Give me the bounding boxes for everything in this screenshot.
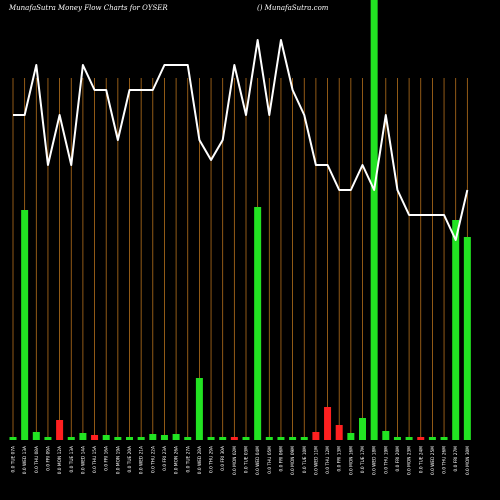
x-tick-label: 0.0 FRI 16A [104, 446, 110, 471]
x-tick-label: 0.0 THU 12M [325, 446, 331, 474]
flow-bar [463, 237, 471, 440]
x-tick-label: 0.0 TUE 20A [127, 446, 133, 473]
x-tick-label: 0.0 WED 13A [22, 446, 28, 474]
x-tick-label: 0.0 THU 22A [150, 446, 156, 473]
flow-bar [242, 437, 250, 440]
x-tick-label: 0.0 WED 11M [313, 446, 319, 475]
flow-bar [300, 437, 308, 440]
flow-bar [137, 437, 145, 440]
x-tick-label: 0.0 WED 21A [139, 446, 145, 474]
x-tick-label: 0.0 WED 28A [197, 446, 203, 474]
flow-bar [9, 437, 17, 440]
flow-bar [324, 407, 332, 440]
flow-bar [126, 437, 133, 440]
price-line [13, 39, 469, 241]
flow-bars [9, 0, 471, 440]
x-tick-label: 0.0 MON 09M [290, 446, 296, 475]
x-tick-label: 0.0 FRI 20M [395, 446, 401, 472]
flow-bar [160, 435, 168, 440]
flow-bar [149, 434, 157, 440]
x-tick-label: 0.0 FRI 30A [220, 446, 226, 471]
flow-bar [335, 425, 343, 440]
flow-bar [452, 220, 460, 440]
flow-bar [289, 437, 297, 440]
x-tick-label: 0.0 TUE 13A [69, 446, 75, 473]
x-tick-label: 0.0 THU 29A [209, 446, 215, 473]
x-tick-label: 0.0 WED 18M [372, 446, 378, 475]
x-tick-label: 0.0 THU 08A [34, 446, 40, 473]
flow-bar [312, 432, 320, 440]
flow-bar [393, 437, 401, 440]
flow-bar [32, 432, 40, 440]
flow-bar [417, 437, 425, 440]
x-tick-label: 0.0 FRI 23A [162, 446, 168, 471]
x-tick-label: 0.0 FRI 09A [45, 446, 51, 471]
x-tick-label: 0.0 MON 16M [348, 446, 354, 475]
flow-bar [219, 437, 227, 440]
x-tick-label: 0.0 THU 26M [442, 446, 448, 474]
flow-bar [440, 437, 448, 440]
flow-bar [254, 207, 262, 440]
flow-bar [21, 210, 29, 440]
x-tick-label: 0.0 WED 14A [80, 446, 86, 474]
x-tick-label: 0.0 TUE 24M [418, 446, 424, 474]
flow-bar [382, 431, 390, 440]
flow-bar [347, 433, 355, 440]
flow-bar [79, 433, 87, 440]
x-tick-label: 0.0 THU 19M [383, 446, 389, 474]
x-tick-label: 0.0 TUE 10M [302, 446, 308, 474]
flow-bar [67, 437, 75, 440]
flow-bar [91, 435, 99, 440]
x-tick-label: 0.0 FRI 13M [337, 446, 343, 472]
chart-title: MunafaSutra Money Flow Charts for OYSER [9, 4, 168, 12]
x-tick-label: 0.0 FRI 27M [453, 446, 459, 472]
x-tick-label: 0.0 MON 02M [232, 446, 238, 475]
flow-bar [277, 437, 285, 440]
x-tick-labels: 0.0 TUE 07A 0.0 WED 13A 0.0 THU 08A 0.0 FRI… [11, 446, 471, 475]
flow-bar [405, 437, 413, 440]
flow-bar [428, 437, 436, 440]
flow-bar [359, 418, 366, 440]
x-tick-label: 0.0 FRI 06M [278, 446, 284, 472]
flow-bar [230, 437, 238, 440]
flow-bar [44, 437, 52, 440]
flow-bar [184, 437, 192, 440]
x-tick-label: 0.0 TUE 03M [244, 446, 250, 474]
flow-bar [370, 0, 378, 440]
x-tick-label: 0.0 WED 25M [430, 446, 436, 475]
x-tick-label: 0.0 THU 15A [92, 446, 98, 473]
flow-bar [56, 420, 64, 440]
x-tick-label: 0.0 MON 12A [57, 446, 63, 474]
price-line-path [13, 39, 469, 241]
site-credit: () MunafaSutra.com [257, 4, 329, 12]
x-tick-label: 0.0 MON 19A [115, 446, 121, 474]
x-tick-label: 0.0 TUE 17M [360, 446, 366, 474]
flow-bar [265, 437, 273, 440]
flow-bar [195, 378, 203, 440]
x-tick-label: 0.0 WED 04M [255, 446, 261, 475]
x-tick-label: 0.0 MON 26A [174, 446, 180, 474]
flow-bar [102, 435, 110, 440]
flow-bar [114, 437, 122, 440]
x-tick-label: 0.0 TUE 27A [185, 446, 191, 473]
flow-bar [207, 437, 215, 440]
x-tick-label: 0.0 MON 23M [407, 446, 413, 475]
x-tick-label: 0.0 TUE 07A [11, 446, 17, 473]
x-tick-label: 0.0 THU 05M [267, 446, 273, 474]
x-tick-label: 0.0 MON 30M [465, 446, 471, 475]
flow-bar [172, 434, 180, 440]
